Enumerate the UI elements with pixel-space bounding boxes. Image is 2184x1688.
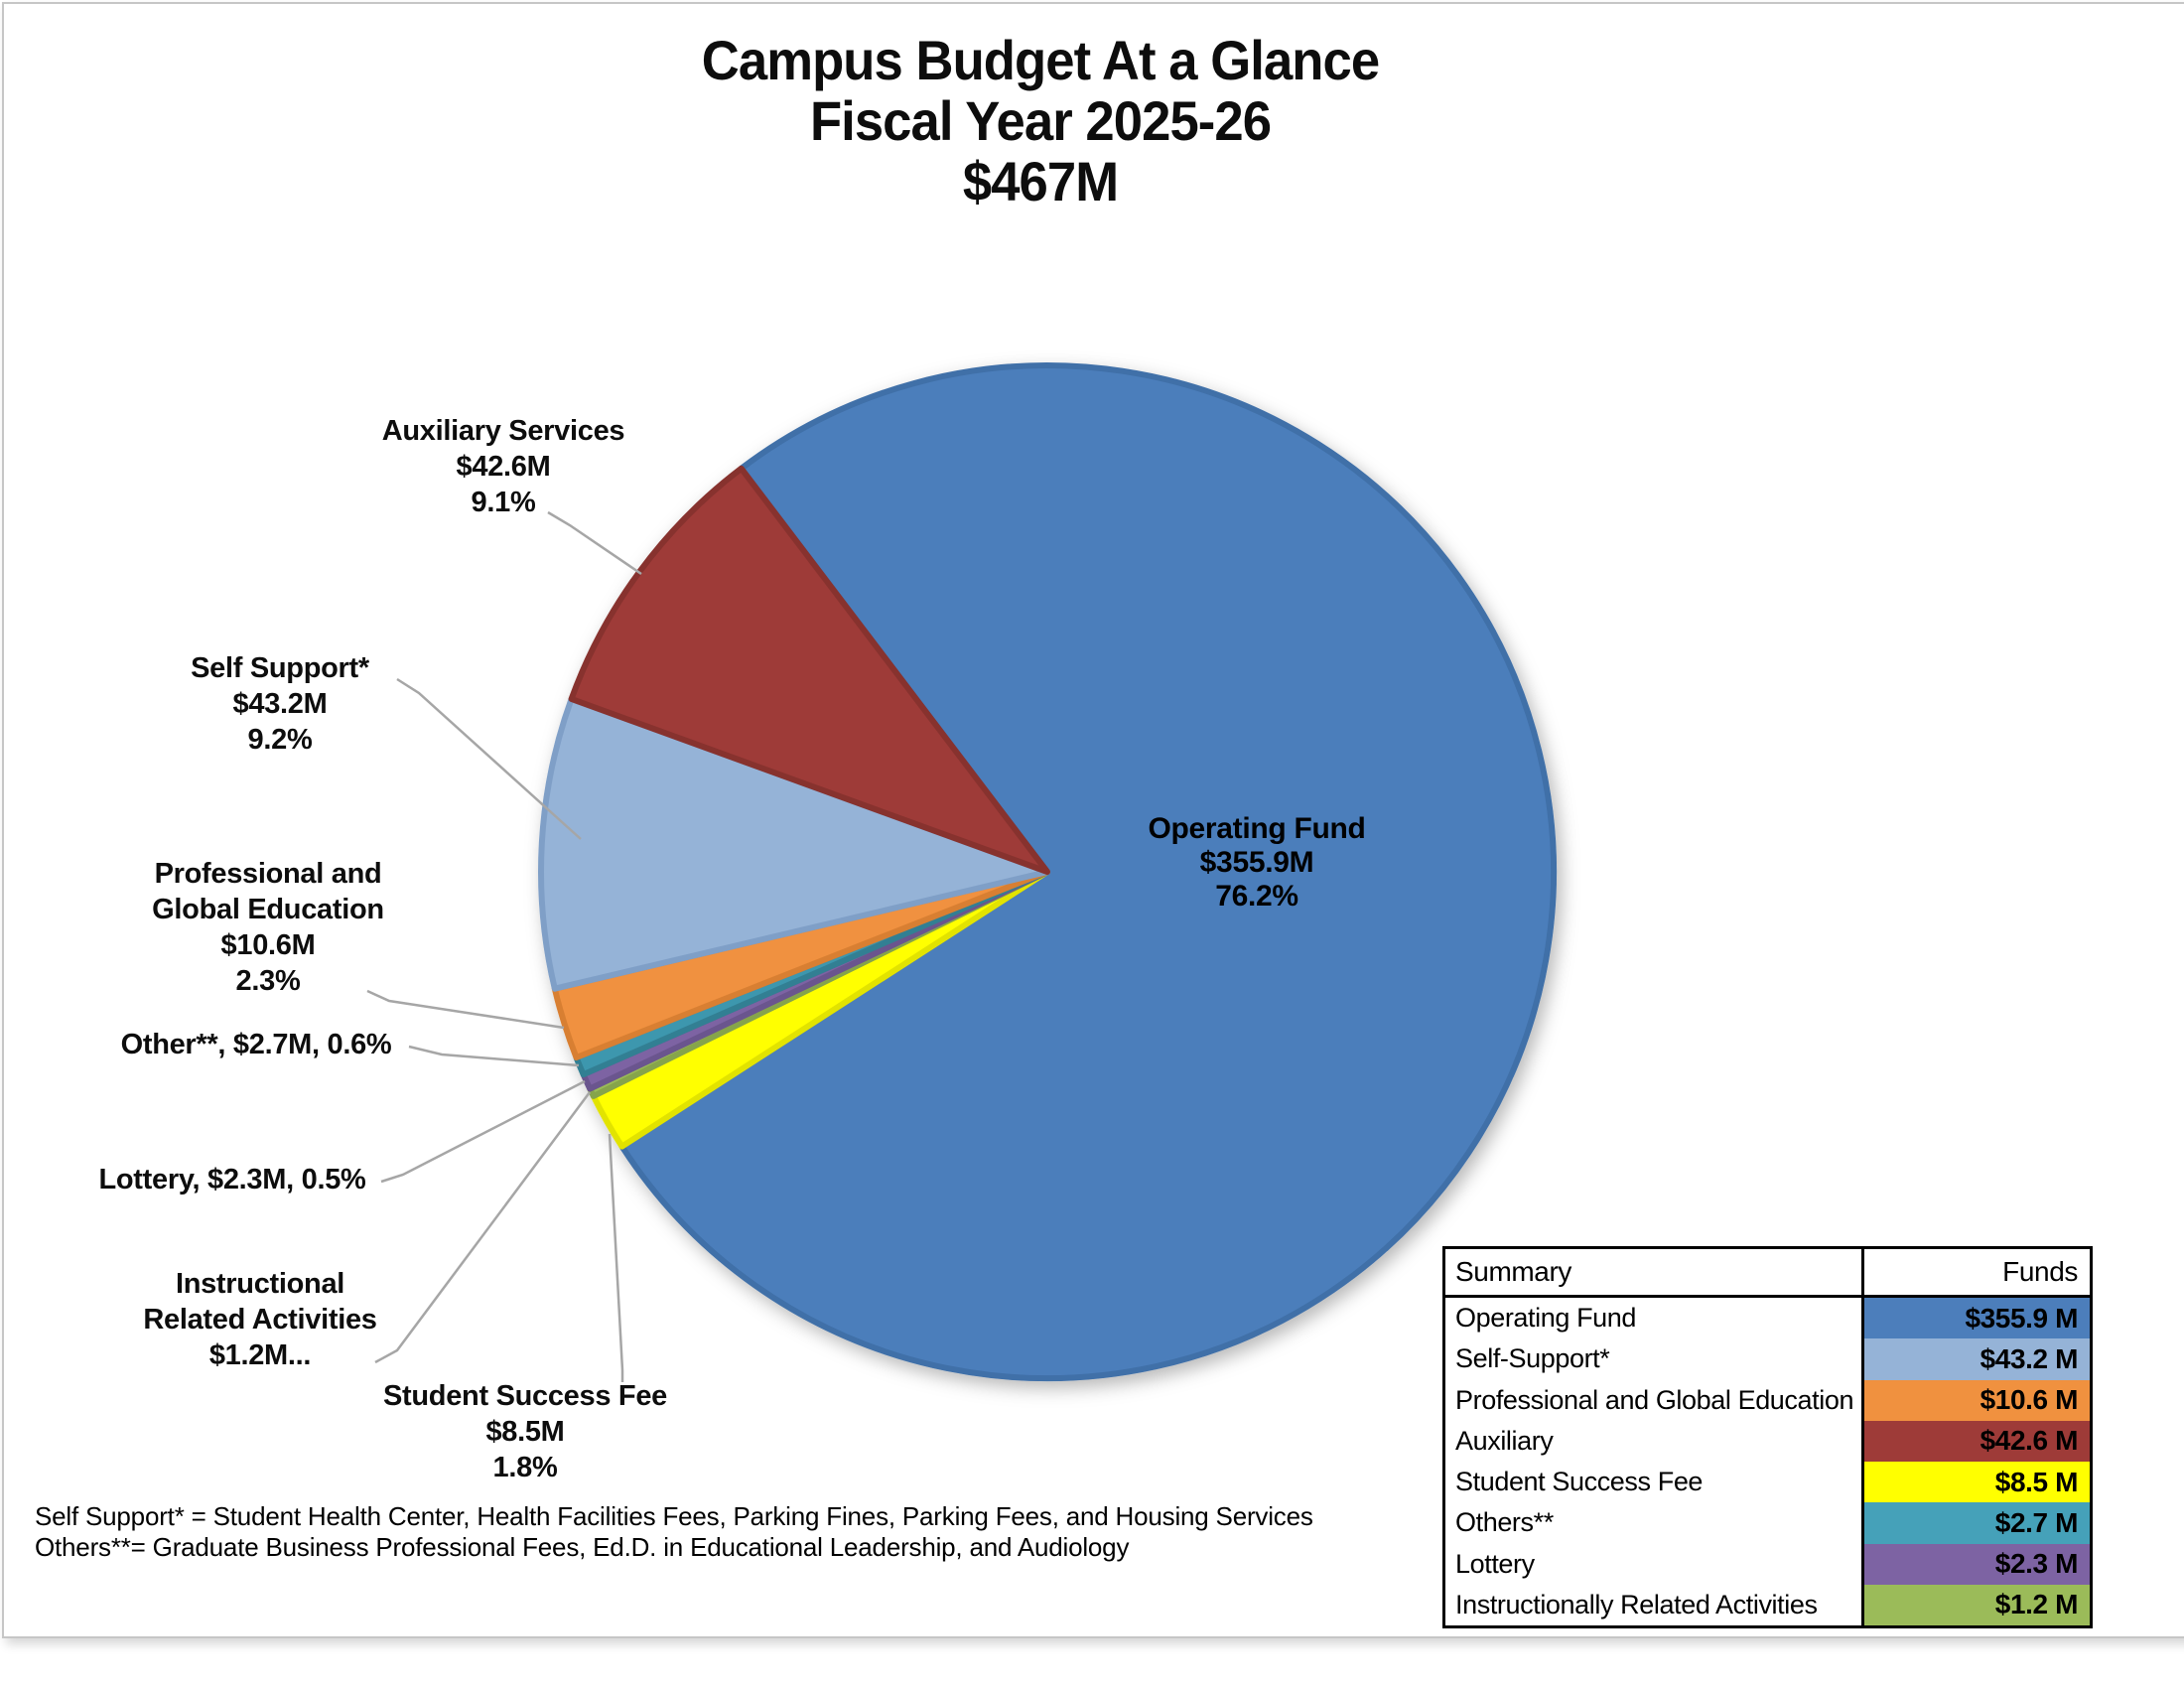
label-self-support: Self Support* $43.2M 9.2% — [191, 652, 369, 756]
row-value: $355.9 M — [1864, 1298, 2090, 1339]
row-label: Operating Fund — [1445, 1298, 1864, 1339]
pie-chart[interactable] — [538, 362, 1557, 1382]
table-row: Instructionally Related Activities $1.2 … — [1445, 1584, 2090, 1625]
row-label: Instructionally Related Activities — [1445, 1584, 1864, 1625]
label-other: Other**, $2.7M, 0.6% — [120, 1029, 392, 1060]
summary-header-cell: Summary — [1445, 1249, 1864, 1295]
pie-slice-operating-fund[interactable] — [618, 362, 1557, 1382]
row-label: Self-Support* — [1445, 1338, 1864, 1380]
row-label: Lottery — [1445, 1543, 1864, 1585]
row-label: Student Success Fee — [1445, 1462, 1864, 1503]
leader-line-auxiliary — [547, 510, 642, 576]
leader-line-self-support — [396, 677, 582, 840]
table-row: Others** $2.7 M — [1445, 1502, 2090, 1544]
summary-table: Summary Funds Operating Fund $355.9 M Se… — [1442, 1246, 2093, 1628]
label-lottery: Lottery, $2.3M, 0.5% — [98, 1164, 366, 1196]
label-professional-global-education: Professional and Global Education $10.6M… — [152, 858, 384, 997]
pie-slice-self-support[interactable] — [538, 695, 1050, 992]
leader-line-ira — [374, 1091, 592, 1364]
row-label: Auxiliary — [1445, 1420, 1864, 1462]
row-value: $43.2 M — [1864, 1338, 2090, 1380]
row-value: $42.6 M — [1864, 1420, 2090, 1462]
summary-table-header: Summary Funds — [1445, 1249, 2090, 1298]
leader-line-student-success — [608, 1133, 624, 1382]
row-value: $8.5 M — [1864, 1462, 2090, 1503]
table-row: Operating Fund $355.9 M — [1445, 1298, 2090, 1339]
label-instructional-related-activities: Instructional Related Activities $1.2M..… — [143, 1268, 377, 1371]
row-value: $10.6 M — [1864, 1379, 2090, 1421]
row-label: Professional and Global Education — [1445, 1379, 1864, 1421]
table-row: Student Success Fee $8.5 M — [1445, 1462, 2090, 1503]
table-row: Lottery $2.3 M — [1445, 1543, 2090, 1585]
row-label: Others** — [1445, 1502, 1864, 1544]
row-value: $2.7 M — [1864, 1502, 2090, 1544]
leader-line-lottery — [380, 1079, 586, 1184]
leader-lines — [366, 510, 642, 1382]
table-row: Auxiliary $42.6 M — [1445, 1420, 2090, 1462]
table-row: Self-Support* $43.2 M — [1445, 1338, 2090, 1380]
chart-title: Campus Budget At a Glance Fiscal Year 20… — [701, 29, 1380, 212]
row-value: $1.2 M — [1864, 1584, 2090, 1625]
leader-line-other — [408, 1045, 580, 1067]
row-value: $2.3 M — [1864, 1543, 2090, 1585]
label-operating-fund: Operating Fund $355.9M 76.2% — [1148, 812, 1366, 913]
footnotes: Self Support* = Student Health Center, H… — [35, 1501, 1313, 1562]
label-auxiliary-services: Auxiliary Services $42.6M 9.1% — [381, 415, 625, 518]
funds-header-cell: Funds — [2002, 1256, 2078, 1287]
leader-line-prof-global — [366, 989, 565, 1030]
label-student-success-fee: Student Success Fee $8.5M 1.8% — [382, 1380, 667, 1483]
table-row: Professional and Global Education $10.6 … — [1445, 1379, 2090, 1421]
